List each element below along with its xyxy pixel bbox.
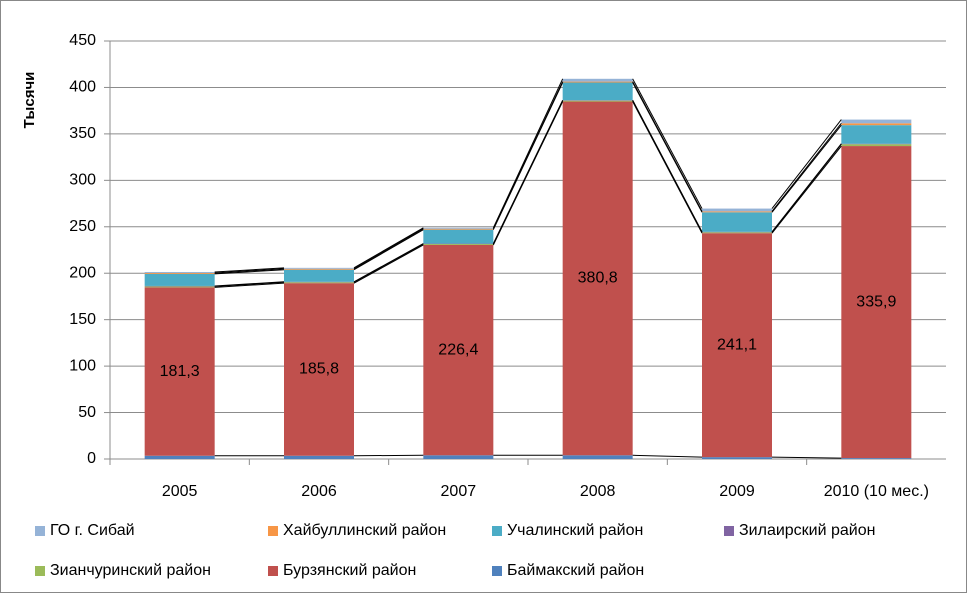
- legend-swatch: [492, 566, 502, 576]
- legend-swatch: [35, 566, 45, 576]
- series-line: [214, 267, 285, 273]
- bar-segment: [144, 273, 215, 286]
- bar-segment: [144, 287, 215, 456]
- bar-segment: [144, 286, 215, 288]
- data-label: 241,1: [717, 336, 757, 353]
- bar-segment: [423, 455, 494, 459]
- y-tick-label: 200: [69, 264, 96, 281]
- bar-segment: [562, 101, 633, 456]
- series-line: [632, 78, 703, 209]
- series-line: [492, 81, 564, 229]
- x-tick-label: 2008: [580, 483, 616, 500]
- bar-segment: [144, 272, 215, 274]
- data-label: 181,3: [160, 363, 200, 380]
- bar-segment: [423, 244, 494, 245]
- bar-segment: [841, 458, 912, 459]
- series-line: [771, 122, 842, 212]
- bar-segment: [284, 269, 354, 282]
- bar-segment: [423, 244, 494, 456]
- legend-swatch: [35, 526, 45, 536]
- bar-segment: [841, 119, 912, 124]
- bar-segment: [284, 455, 354, 459]
- series-line: [214, 268, 285, 274]
- bar-segment: [284, 283, 354, 456]
- series-line: [771, 119, 842, 209]
- y-axis-label: Тысячи: [21, 72, 38, 129]
- bar-segment: [841, 146, 912, 459]
- x-tick-label: 2007: [441, 483, 477, 500]
- series-line: [632, 99, 703, 233]
- y-tick-label: 100: [69, 357, 96, 374]
- legend-label: Зианчуринский район: [50, 562, 211, 579]
- series-line: [771, 456, 842, 459]
- legend-label: ГО г. Сибай: [50, 522, 135, 539]
- x-tick-label: 2010 (10 мес.): [824, 483, 929, 500]
- data-label: 335,9: [856, 293, 896, 310]
- x-tick-label: 2006: [301, 483, 337, 500]
- x-tick-label: 2009: [719, 483, 755, 500]
- bar-segment: [702, 457, 772, 459]
- y-tick-label: 350: [69, 125, 96, 142]
- bar-segment: [841, 123, 912, 126]
- series-line: [771, 145, 842, 234]
- legend-label: Бурзянский район: [283, 562, 416, 579]
- bar-segment: [702, 211, 772, 213]
- series-line: [492, 78, 564, 229]
- series-line: [353, 244, 424, 284]
- legend-swatch: [724, 526, 734, 536]
- series-line: [353, 228, 424, 270]
- bar-segment: [562, 78, 633, 82]
- legend-label: Учалинский район: [507, 522, 643, 539]
- legend-swatch: [492, 526, 502, 536]
- bar-segment: [841, 125, 912, 144]
- bar-segment: [423, 228, 494, 230]
- bar-segment: [144, 455, 215, 459]
- series-line: [771, 124, 842, 213]
- bar-segment: [423, 227, 494, 229]
- y-tick-label: 50: [78, 404, 96, 421]
- bar-segment: [423, 229, 494, 244]
- data-label: 185,8: [299, 361, 339, 378]
- bar-segment: [284, 267, 354, 269]
- y-tick-label: 450: [69, 32, 96, 49]
- bar-segment: [284, 282, 354, 284]
- series-line: [353, 243, 424, 283]
- bar-segment: [702, 233, 772, 458]
- bar-segment: [702, 208, 772, 212]
- series-line: [353, 229, 424, 271]
- series-line: [492, 99, 564, 244]
- series-line: [214, 269, 285, 275]
- series-line: [214, 281, 285, 287]
- bar-segment: [284, 268, 354, 270]
- bar-segment: [841, 144, 912, 147]
- bar-segment: [562, 455, 633, 459]
- legend-swatch: [268, 526, 278, 536]
- legend-label: Хайбуллинский район: [283, 522, 446, 539]
- bar-segment: [562, 82, 633, 101]
- legend-swatch: [268, 566, 278, 576]
- data-label: 380,8: [578, 270, 618, 287]
- y-tick-label: 300: [69, 172, 96, 189]
- y-tick-label: 150: [69, 311, 96, 328]
- data-label: 226,4: [438, 341, 478, 358]
- series-line: [632, 454, 703, 458]
- y-tick-label: 400: [69, 79, 96, 96]
- series-line: [632, 81, 703, 212]
- bar-segment: [144, 272, 215, 273]
- series-line: [214, 282, 285, 288]
- y-tick-label: 250: [69, 218, 96, 235]
- bar-segment: [562, 100, 633, 102]
- legend-label: Баймакский район: [507, 562, 644, 579]
- bar-segment: [702, 232, 772, 234]
- bar-segment: [702, 212, 772, 232]
- series-line: [353, 227, 424, 269]
- bar-segment: [562, 81, 633, 83]
- series-line: [771, 143, 842, 233]
- x-tick-label: 2005: [162, 483, 198, 500]
- y-tick-label: 0: [87, 450, 96, 467]
- legend-label: Зилаирский район: [739, 522, 875, 539]
